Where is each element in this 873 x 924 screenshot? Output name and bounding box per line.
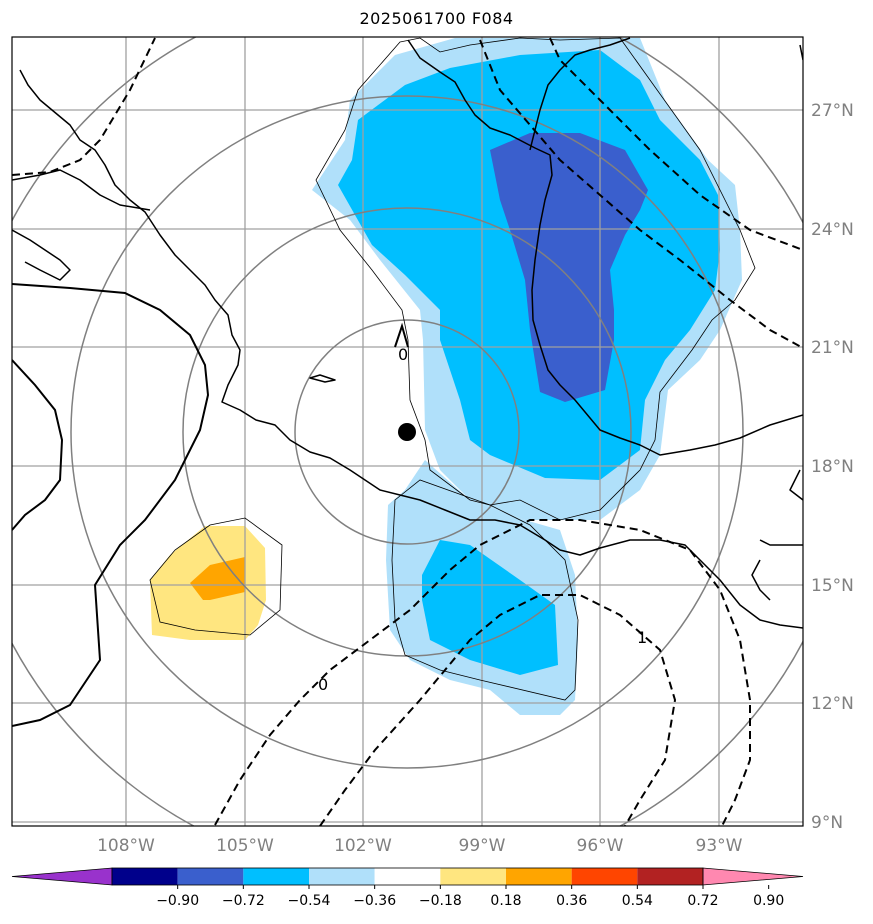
solid-contours [12, 283, 210, 727]
lat-label: 15°N [811, 576, 854, 596]
colorbar-extend-low [11, 867, 113, 886]
contour-label: 1 [637, 628, 647, 647]
colorbar-label: 0.54 [622, 893, 653, 909]
contour-label: 0 [318, 675, 328, 694]
colorbar-segment [506, 868, 572, 885]
colorbar-segment [571, 868, 638, 885]
lat-label: 12°N [811, 694, 854, 714]
lat-label: 27°N [811, 101, 854, 121]
colorbar-segment [243, 868, 309, 885]
contour-label: 0 [398, 345, 408, 364]
map-title: 2025061700 F084 [359, 9, 514, 28]
colorbar-segment [112, 868, 178, 885]
colorbar-label: 0.18 [490, 893, 521, 909]
lon-label: 102°W [334, 836, 392, 856]
colorbar-label: 0.72 [687, 893, 718, 909]
colorbar-label: 0.36 [556, 893, 587, 909]
colorbar: −0.90 −0.72 −0.54 −0.36 −0.18 0.18 0.36 0.54 0.7… [11, 867, 804, 909]
shaded-field [150, 38, 742, 715]
colorbar-frame [111, 867, 704, 886]
shade-outline [149, 37, 756, 701]
map-frame [11, 36, 804, 827]
colorbar-segment [374, 868, 441, 885]
lon-labels: 108°W 105°W 102°W 99°W 96°W 93°W [97, 836, 743, 856]
field-blue-south [422, 540, 558, 675]
lat-label: 21°N [811, 338, 854, 358]
colorbar-segment [309, 868, 375, 885]
colorbar-label: −0.72 [222, 893, 265, 909]
lon-label: 96°W [577, 836, 624, 856]
lon-label: 93°W [696, 836, 743, 856]
lat-label: 18°N [811, 457, 854, 477]
colorbar-label: −0.18 [419, 893, 462, 909]
lat-label: 9°N [811, 813, 843, 833]
lon-label: 105°W [216, 836, 274, 856]
colorbar-segment [177, 868, 244, 885]
center-point-marker [398, 423, 416, 441]
coastline [12, 37, 803, 629]
colorbar-label: 0.90 [753, 893, 784, 909]
field-orange [190, 557, 245, 600]
colorbar-label: −0.90 [156, 893, 199, 909]
colorbar-segment [637, 868, 703, 885]
graticule [12, 37, 803, 826]
colorbar-label: −0.36 [353, 893, 396, 909]
colorbar-extend-high [702, 867, 804, 886]
lon-label: 108°W [97, 836, 155, 856]
center-contour-notch [394, 322, 409, 348]
lon-label: 99°W [459, 836, 506, 856]
lat-labels: 27°N 24°N 21°N 18°N 15°N 12°N 9°N [811, 101, 854, 833]
dashed-contours [12, 37, 803, 826]
colorbar-segment [440, 868, 506, 885]
lat-label: 24°N [811, 220, 854, 240]
colorbar-label: −0.54 [288, 893, 331, 909]
